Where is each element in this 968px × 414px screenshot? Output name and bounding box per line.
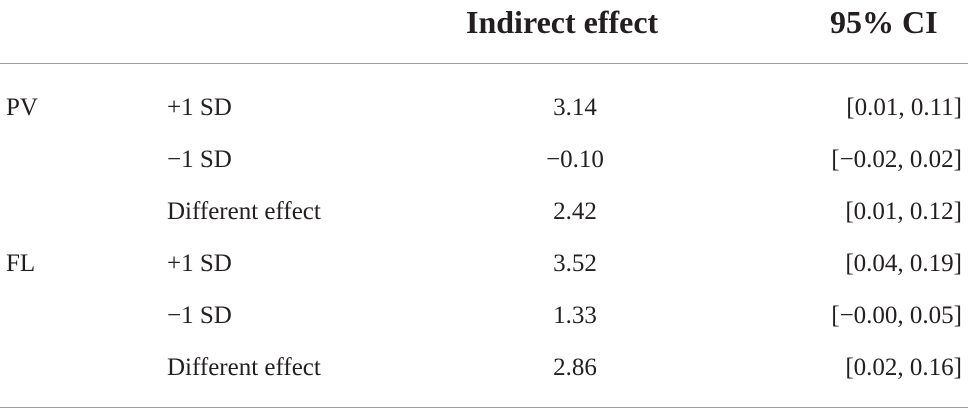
confidence-interval-value: [0.04, 0.19] bbox=[845, 250, 962, 277]
indirect-effect-value: −0.10 bbox=[546, 146, 604, 173]
level-label: Different effect bbox=[167, 354, 321, 381]
group-label: FL bbox=[6, 250, 36, 277]
level-label: Different effect bbox=[167, 198, 321, 225]
table-row: PV +1 SD 3.14 [0.01, 0.11] bbox=[0, 82, 968, 134]
indirect-effect-value: 2.42 bbox=[553, 198, 597, 225]
indirect-effect-value: 2.86 bbox=[553, 354, 597, 381]
indirect-effect-value: 3.52 bbox=[553, 250, 597, 277]
table-row: −1 SD 1.33 [−0.00, 0.05] bbox=[0, 290, 968, 342]
indirect-effect-value: 1.33 bbox=[553, 302, 597, 329]
confidence-interval-value: [−0.02, 0.02] bbox=[831, 146, 962, 173]
header-confidence-interval: 95% CI bbox=[830, 4, 938, 40]
indirect-effect-value: 3.14 bbox=[553, 94, 597, 121]
table-bottom-divider bbox=[0, 407, 968, 408]
level-label: +1 SD bbox=[167, 94, 232, 121]
table-row: −1 SD −0.10 [−0.02, 0.02] bbox=[0, 134, 968, 186]
confidence-interval-value: [0.01, 0.11] bbox=[846, 94, 962, 121]
group-label: PV bbox=[6, 94, 38, 121]
header-divider bbox=[0, 63, 968, 64]
level-label: +1 SD bbox=[167, 250, 232, 277]
table-row: FL +1 SD 3.52 [0.04, 0.19] bbox=[0, 238, 968, 290]
level-label: −1 SD bbox=[167, 302, 232, 329]
header-indirect-effect: Indirect effect bbox=[466, 4, 659, 40]
confidence-interval-value: [0.01, 0.12] bbox=[845, 198, 962, 225]
level-label: −1 SD bbox=[167, 146, 232, 173]
table-row: Different effect 2.86 [0.02, 0.16] bbox=[0, 342, 968, 394]
table-row: Different effect 2.42 [0.01, 0.12] bbox=[0, 186, 968, 238]
confidence-interval-value: [−0.00, 0.05] bbox=[831, 302, 962, 329]
confidence-interval-value: [0.02, 0.16] bbox=[845, 354, 962, 381]
